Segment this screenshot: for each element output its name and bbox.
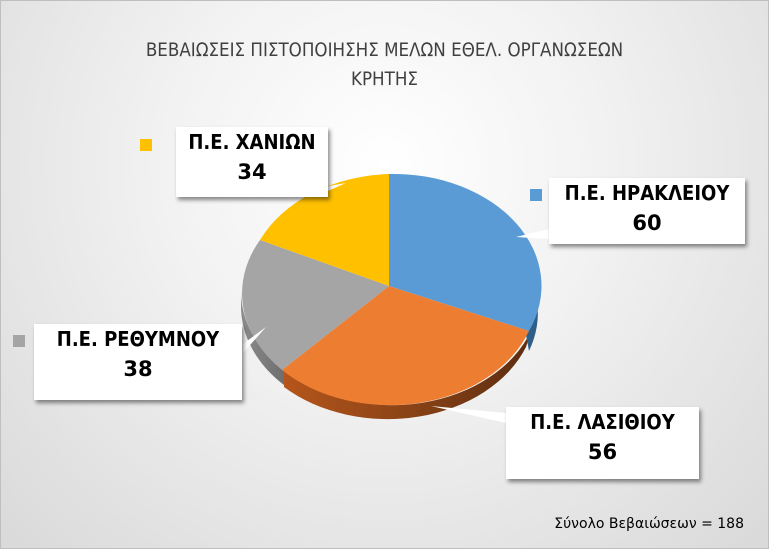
legend-key-chania (140, 139, 152, 151)
slice-chania (260, 174, 389, 286)
slice-rethymno (242, 240, 389, 370)
data-label-lasithi: Π.Ε. ΛΑΣΙΘΙΟΥ 56 (506, 407, 699, 479)
slice-lasithi (282, 286, 529, 406)
data-label-heraklion: Π.Ε. ΗΡΑΚΛΕΙΟΥ 60 (549, 178, 745, 244)
legend-key-rethymno (13, 335, 25, 347)
slice-side-las (284, 331, 531, 420)
data-label-rethymno: Π.Ε. ΡΕΘΥΜΝΟΥ 38 (34, 324, 242, 400)
slice-heraklion (389, 173, 542, 331)
data-label-chania: Π.Ε. ΧΑΝΙΩΝ 34 (176, 127, 328, 197)
legend-key-heraklion (530, 189, 542, 201)
chart-title: ΒΕΒΑΙΩΣΕΙΣ ΠΙΣΤΟΠΟΙΗΣΗΣ ΜΕΛΩΝ ΕΘΕΛ. ΟΡΓΑ… (145, 39, 624, 90)
total-annotation: Σύνολο Βεβαιώσεων = 188 (554, 516, 744, 532)
